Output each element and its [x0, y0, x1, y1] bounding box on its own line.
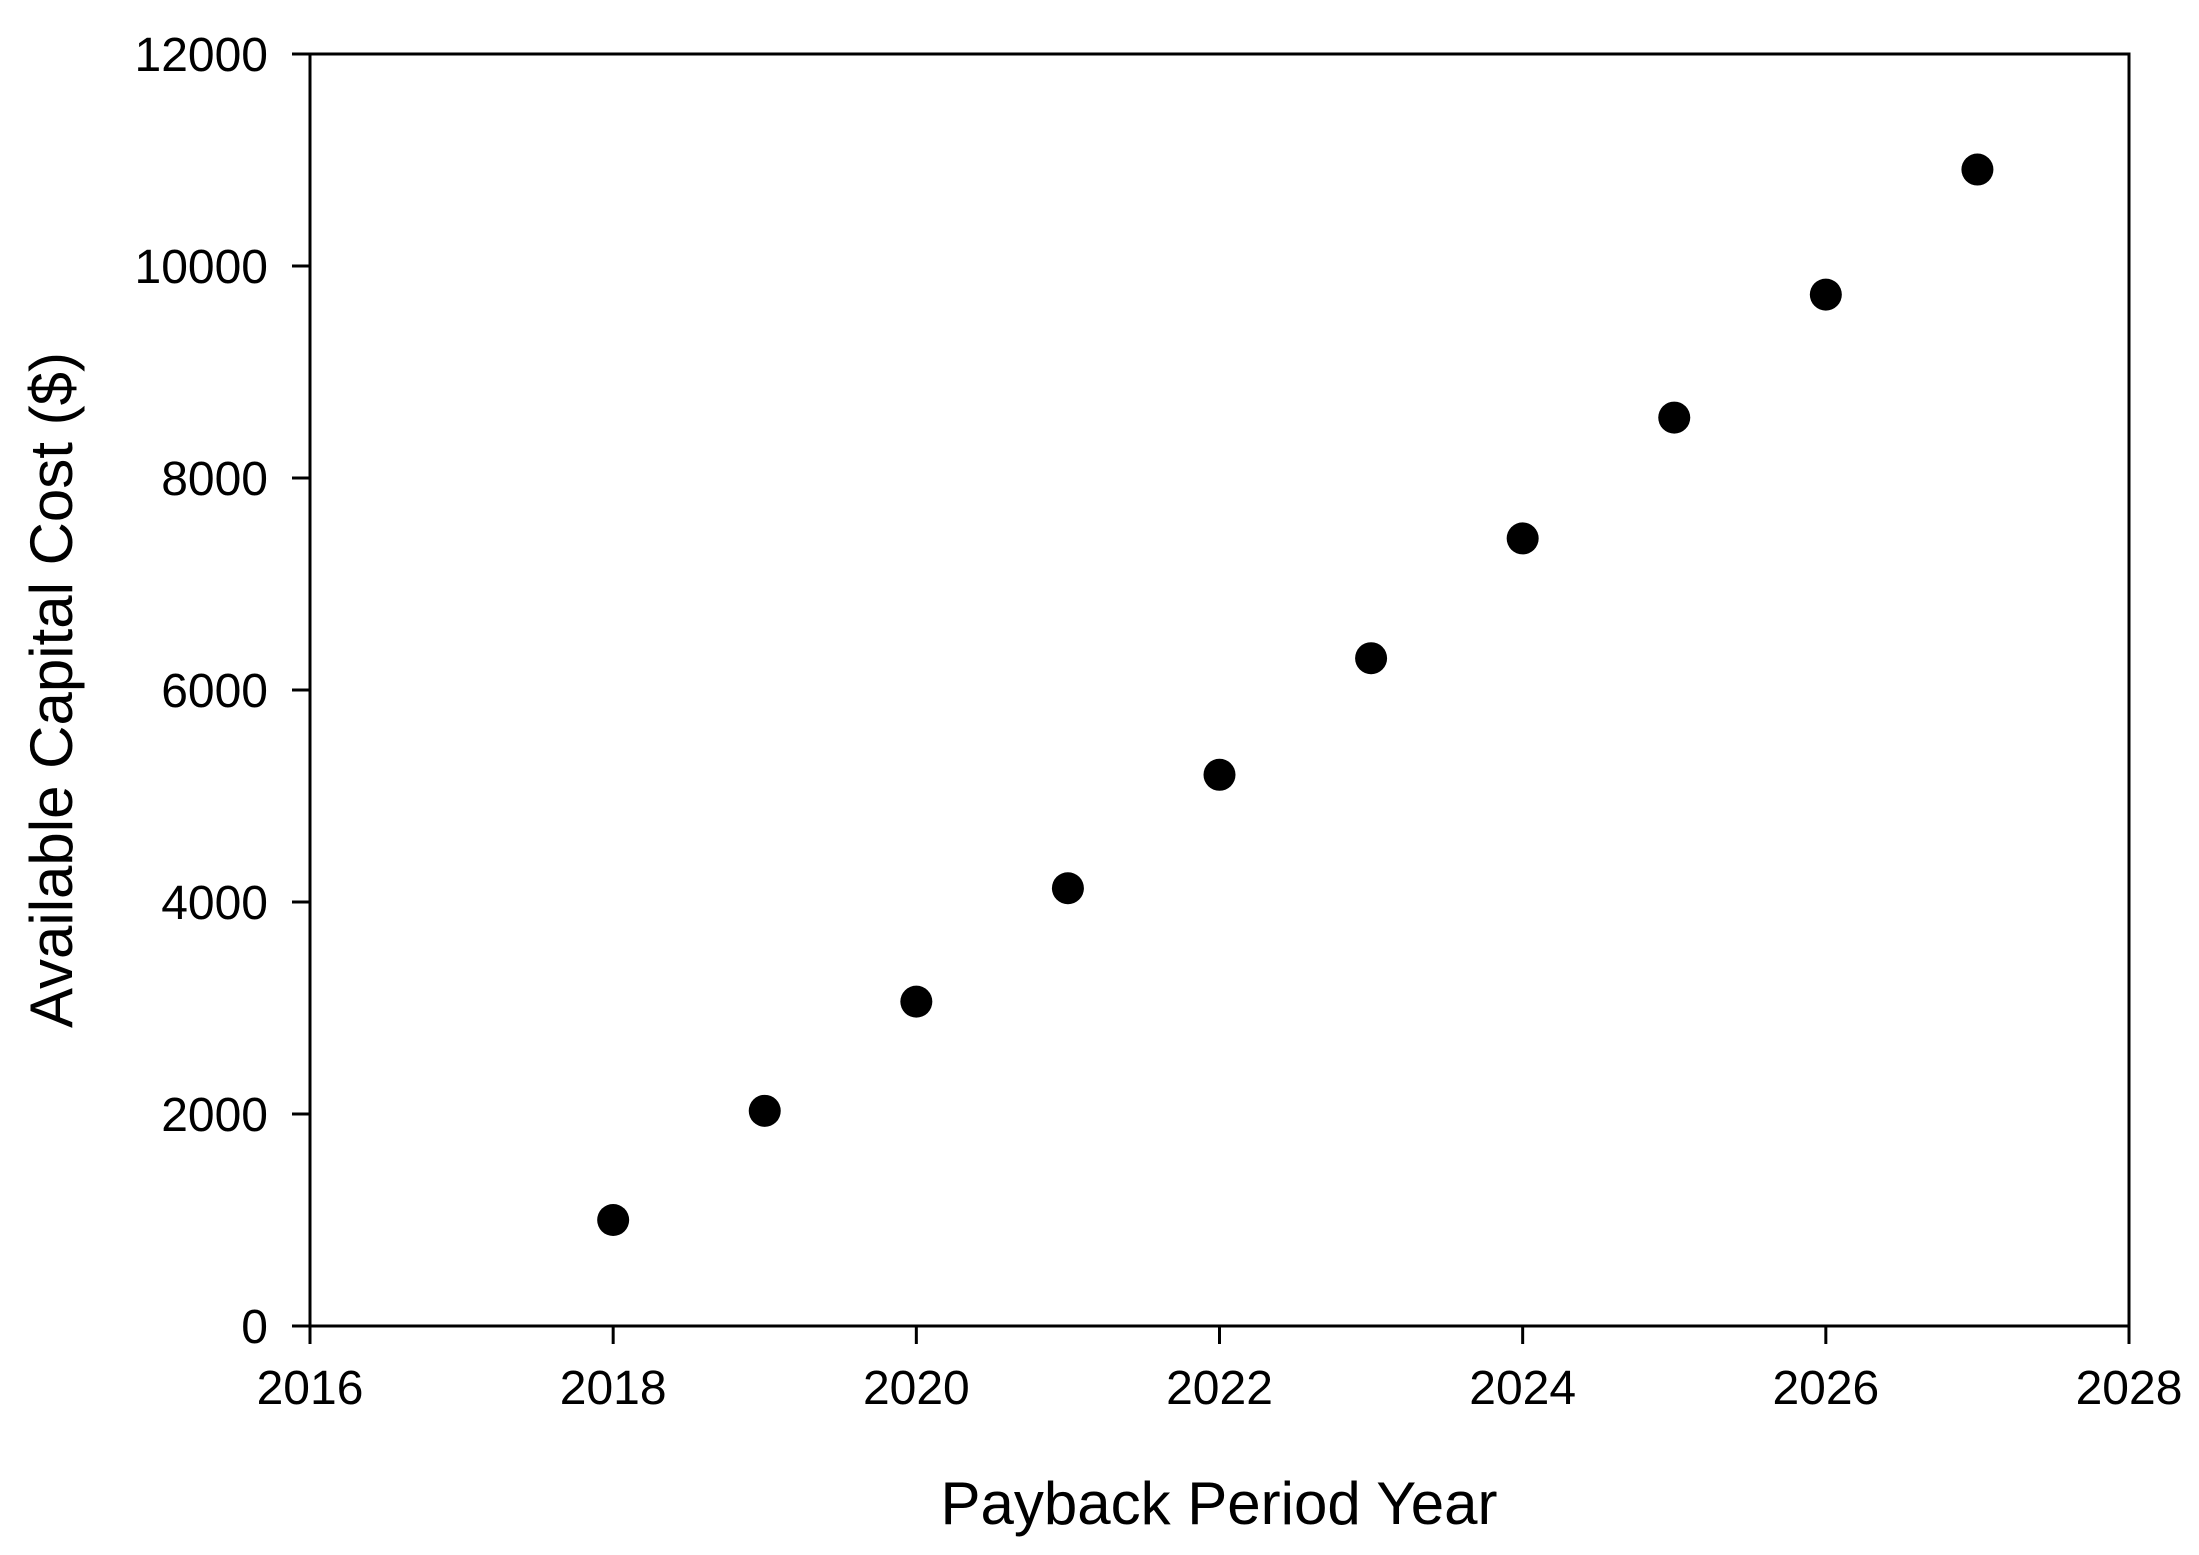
data-point — [1809, 278, 1842, 311]
data-point — [748, 1094, 781, 1127]
data-point — [1355, 642, 1388, 675]
x-tick-label: 2016 — [257, 1362, 364, 1415]
x-tick-label: 2020 — [863, 1362, 970, 1415]
x-axis-title: Payback Period Year — [940, 1470, 1497, 1537]
y-axis-title: Available Capital Cost ($) — [18, 352, 85, 1028]
data-point — [1203, 758, 1236, 791]
x-tick-label: 2018 — [560, 1362, 667, 1415]
y-tick-label: 10000 — [135, 241, 268, 294]
data-point — [1506, 522, 1539, 555]
data-point — [1051, 872, 1084, 905]
y-tick-label: 2000 — [161, 1089, 268, 1142]
x-tick-label: 2024 — [1469, 1362, 1576, 1415]
data-point — [1658, 401, 1691, 434]
y-tick-label: 6000 — [161, 665, 268, 718]
plot-frame — [308, 52, 2131, 1328]
y-axis-ticks: 0 2000 4000 6000 8000 10000 12000 — [135, 29, 310, 1354]
y-tick-label: 0 — [241, 1301, 268, 1354]
y-tick-label: 8000 — [161, 453, 268, 506]
y-tick-label: 4000 — [161, 877, 268, 930]
x-tick-label: 2022 — [1166, 1362, 1273, 1415]
x-axis-ticks: 2016 2018 2020 2022 2024 2026 2028 — [257, 1326, 2183, 1415]
x-tick-label: 2026 — [1772, 1362, 1879, 1415]
data-point — [900, 985, 933, 1018]
y-tick-label: 12000 — [135, 29, 268, 82]
data-point — [597, 1204, 630, 1236]
data-points — [597, 153, 1994, 1236]
x-tick-label: 2028 — [2076, 1362, 2183, 1415]
data-point — [1961, 153, 1994, 186]
